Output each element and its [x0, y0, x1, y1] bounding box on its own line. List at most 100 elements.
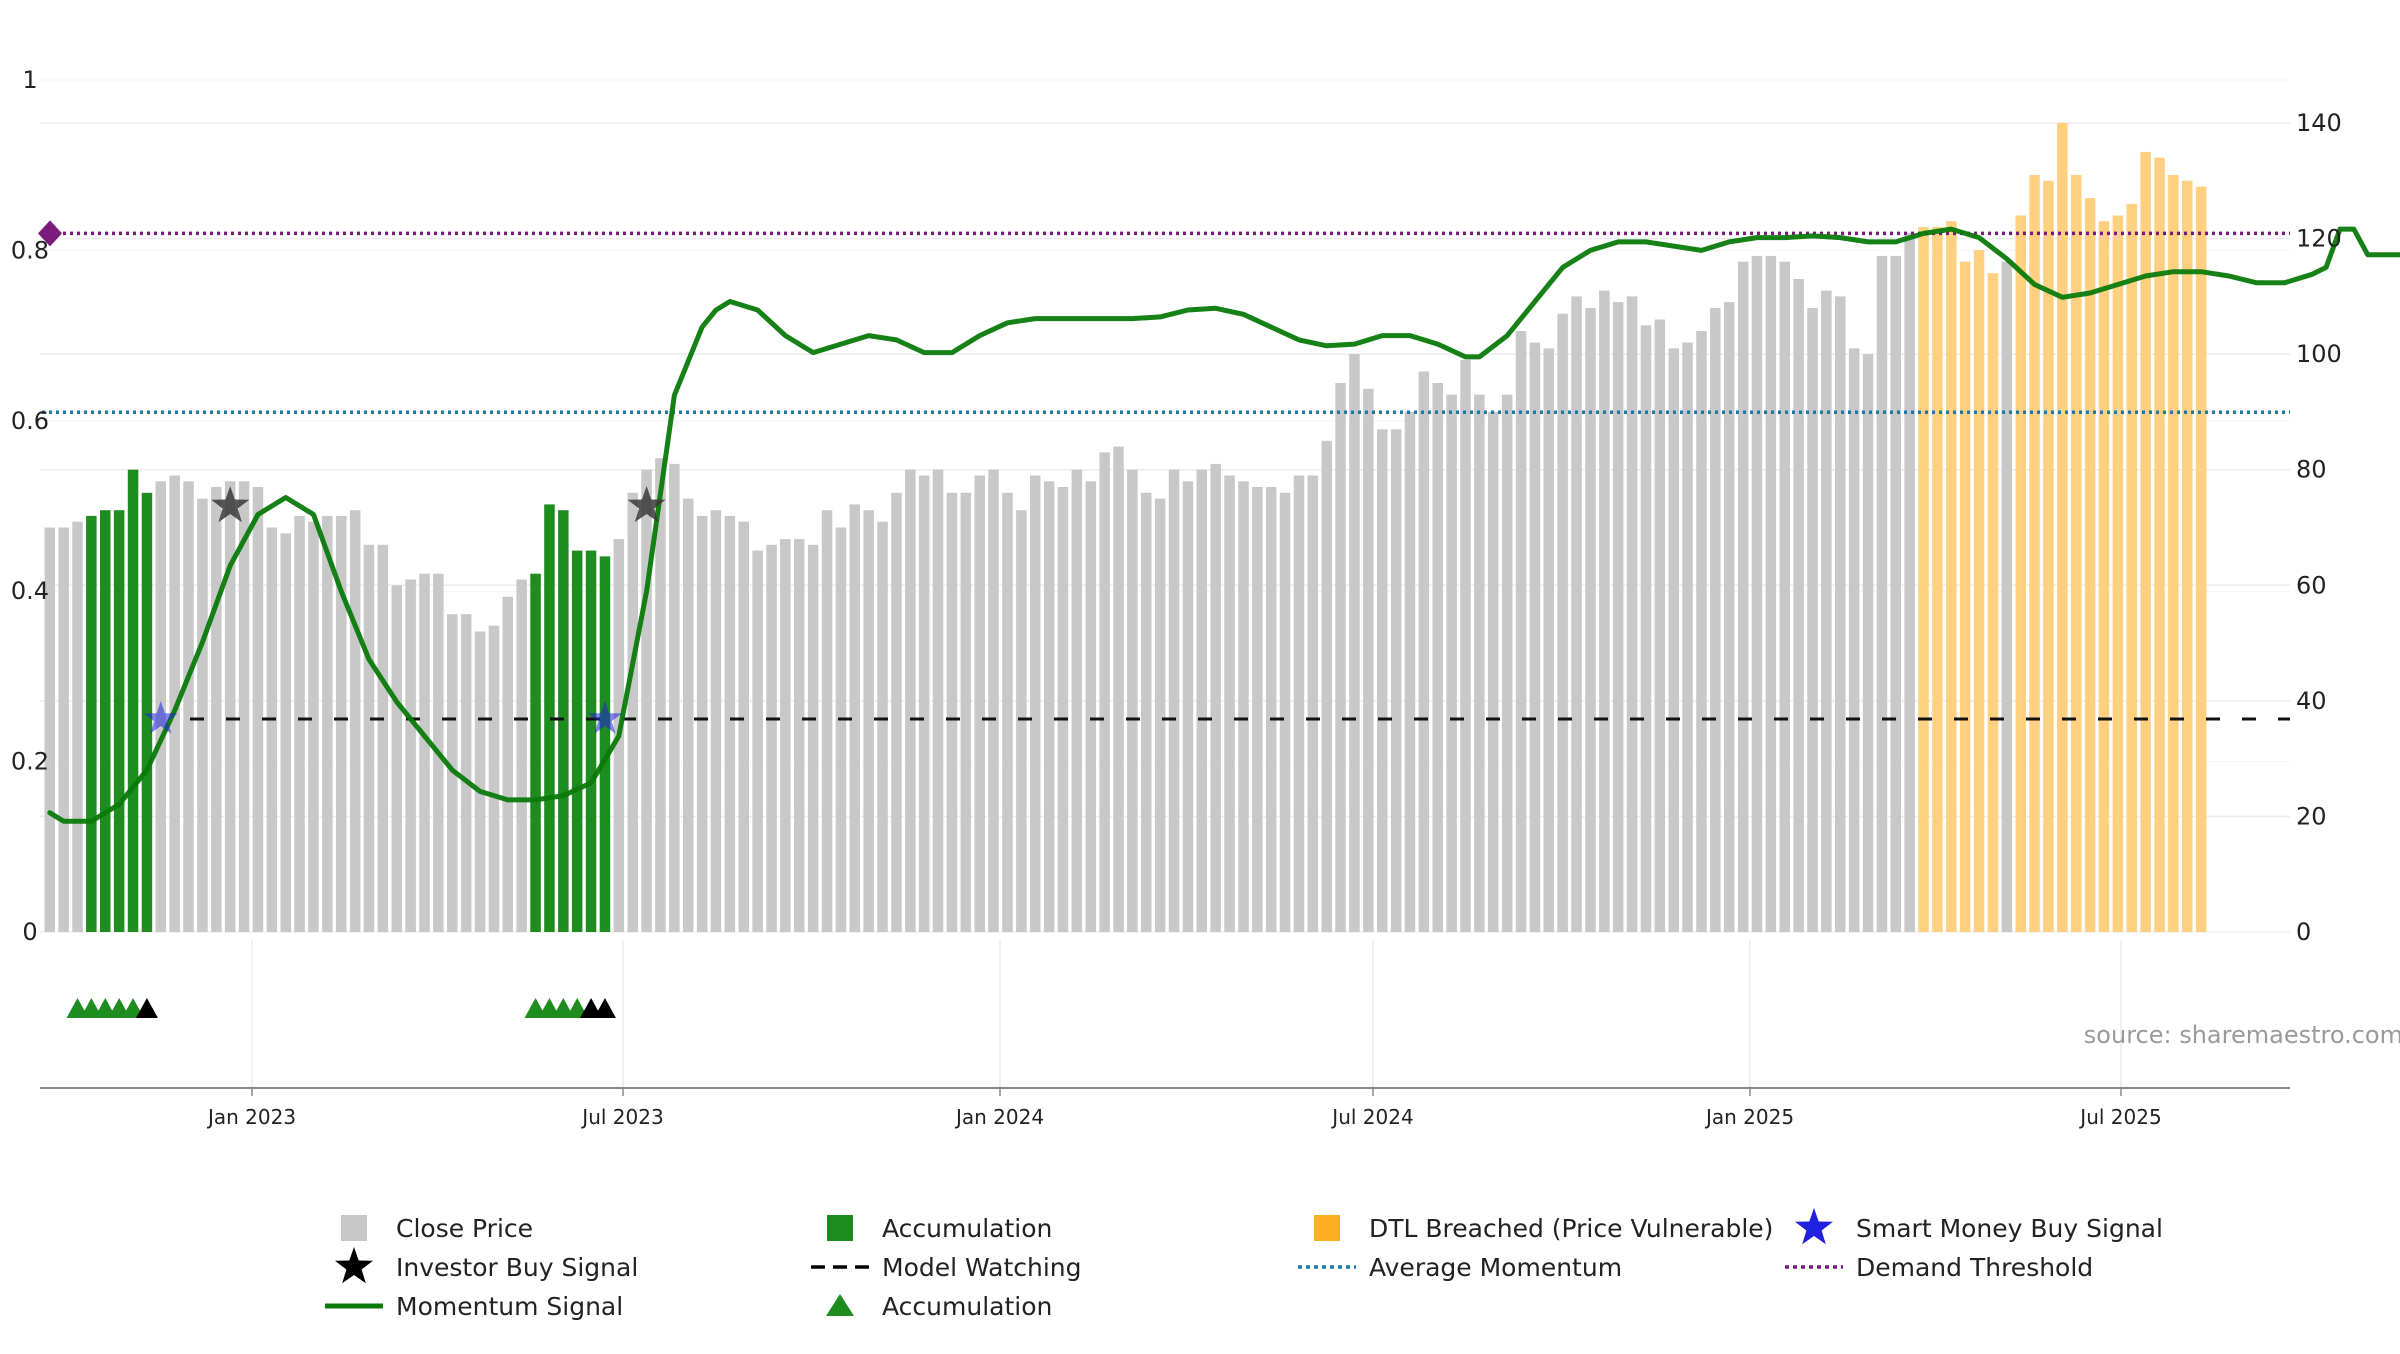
accumulation-bar [585, 550, 597, 932]
close-price-bar [1654, 319, 1666, 932]
right-axis-tick-label: 60 [2296, 571, 2327, 599]
close-price-bar [1071, 469, 1083, 932]
close-price-bar [794, 539, 805, 932]
right-axis-tick-label: 20 [2296, 802, 2327, 830]
close-price-bar [1196, 469, 1207, 932]
close-price-bar [1765, 255, 1777, 932]
dtl-breached-bar [1959, 261, 1971, 932]
legend-label: Model Watching [882, 1253, 1082, 1282]
accumulation-triangle-dark [135, 998, 158, 1018]
close-price-bar [1557, 313, 1568, 932]
close-price-bar [1043, 481, 1055, 932]
close-price-bar [863, 510, 874, 932]
legend-item: Close Price [341, 1214, 533, 1243]
dtl-breached-bar [2071, 175, 2082, 932]
close-price-bar [1432, 383, 1443, 932]
right-axis-tick-label: 140 [2296, 109, 2342, 137]
close-price-bar [891, 492, 902, 932]
accumulation-triangle [566, 998, 589, 1018]
legend-item: DTL Breached (Price Vulnerable) [1314, 1214, 1773, 1243]
accumulation-bar [86, 515, 97, 932]
close-price-bar [1626, 296, 1638, 932]
close-price-bar [211, 487, 222, 932]
investor-buy-star [627, 486, 666, 523]
left-axis-tick-label: 0 [22, 918, 37, 946]
demand-threshold-marker [38, 220, 62, 247]
accumulation-triangle [108, 998, 131, 1018]
dtl-breached-bar [1946, 221, 1957, 932]
close-price-bar [224, 481, 236, 932]
close-price-bar [1640, 325, 1652, 933]
close-price-bar [1210, 463, 1221, 932]
x-tick-label: Jul 2023 [580, 1105, 663, 1129]
close-price-bar [1141, 492, 1152, 932]
dtl-breached-bar [2182, 180, 2193, 933]
momentum-signal-line [47, 226, 2400, 824]
dtl-breached-bar [2168, 175, 2179, 932]
close-price-bar [363, 544, 375, 932]
close-price-bar [1835, 296, 1846, 932]
dtl-breached-bar [1987, 273, 1999, 932]
legend-swatch-orange [1314, 1215, 1340, 1241]
dtl-breached-bar [2140, 151, 2151, 932]
close-price-bar [349, 510, 361, 932]
close-price-bar [294, 515, 305, 932]
close-price-bar [835, 527, 847, 932]
close-price-bar [710, 510, 722, 932]
left-axis-tick-label: 0.8 [11, 236, 49, 264]
dtl-breached-bar [2154, 157, 2165, 932]
dtl-breached-bar [2112, 215, 2124, 932]
close-price-bar [197, 498, 208, 932]
legend-swatch-gray [341, 1215, 367, 1241]
close-price-bar [1016, 510, 1027, 932]
right-axis-tick-label: 100 [2296, 340, 2342, 368]
left-axis-tick-label: 0.2 [11, 748, 49, 776]
legend-star-blue-icon [1795, 1208, 1833, 1245]
close-price-bar [1057, 487, 1069, 932]
close-price-bar [377, 544, 389, 932]
close-price-bar [308, 521, 319, 932]
close-price-bar [1710, 307, 1721, 932]
accumulation-bar [571, 550, 583, 932]
legend-label: Accumulation [882, 1214, 1052, 1243]
right-axis-tick-label: 120 [2296, 225, 2342, 253]
dtl-breached-bar [1973, 250, 1985, 933]
dtl-breached-bar [2195, 186, 2207, 933]
close-price-bar [1543, 348, 1554, 932]
legend-item: Average Momentum [1298, 1253, 1622, 1282]
legend-label: Investor Buy Signal [396, 1253, 638, 1282]
legend-item: Demand Threshold [1785, 1253, 2093, 1282]
accumulation-triangle-dark [580, 998, 603, 1018]
close-price-bar [1807, 307, 1818, 932]
smart-money-star [143, 701, 178, 734]
close-price-bar [1252, 487, 1263, 932]
accumulation-triangle [122, 998, 145, 1018]
close-price-bar [877, 521, 888, 932]
legend-item: Model Watching [811, 1253, 1082, 1282]
legend-label: Close Price [396, 1214, 533, 1243]
left-axis-tick-label: 0.6 [11, 407, 49, 435]
source-label: source: sharemaestro.com [2084, 1021, 2400, 1049]
close-price-bar [44, 527, 55, 932]
dtl-breached-bar [2043, 180, 2054, 933]
close-price-bar [280, 533, 291, 932]
legend-triangle-icon [826, 1294, 854, 1316]
legend-layer: Close Price Accumulation DTL Breached (Pri… [325, 1208, 2163, 1321]
close-price-bar [1793, 279, 1804, 932]
close-price-bar [1529, 342, 1541, 933]
close-price-bar [932, 469, 944, 932]
markers-layer [66, 486, 666, 1018]
smart-money-star [587, 701, 623, 734]
close-price-bar [1571, 296, 1582, 932]
accumulation-triangle [538, 998, 561, 1018]
close-price-bar [780, 539, 791, 932]
close-price-bar [58, 527, 69, 932]
close-price-bar [72, 521, 83, 932]
legend-star-black-icon [335, 1247, 373, 1284]
close-price-bar [460, 614, 472, 932]
x-tick-label: Jul 2024 [1330, 1105, 1413, 1129]
close-price-bar [1488, 411, 1499, 932]
close-price-bar [266, 527, 278, 932]
close-price-bar [183, 481, 194, 932]
